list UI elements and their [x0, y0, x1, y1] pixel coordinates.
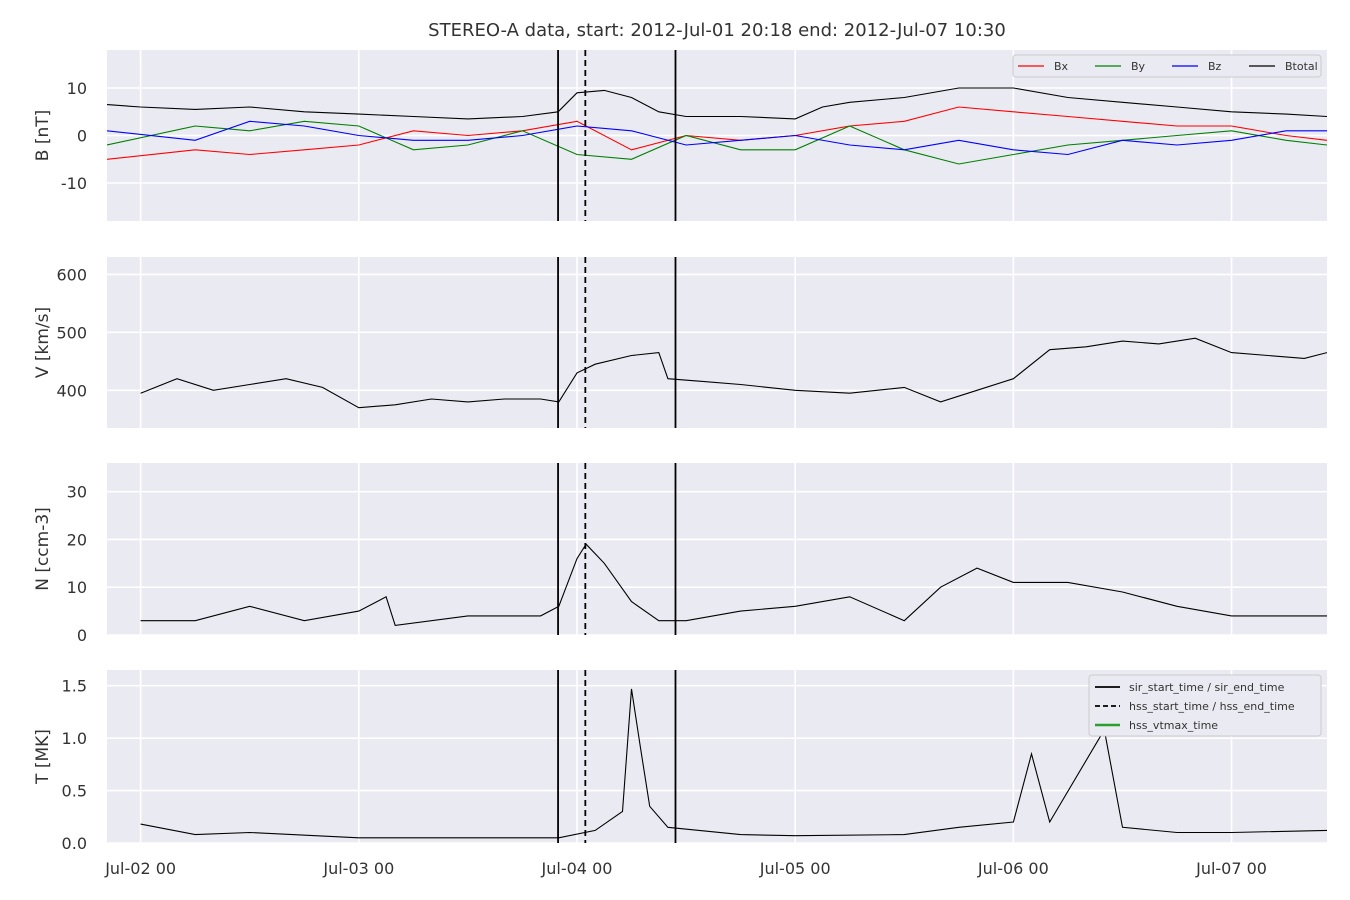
y-tick-label: 400: [56, 381, 87, 400]
series-line-p4: [140, 688, 1327, 839]
y-tick-label: 10: [67, 578, 87, 597]
b-legend: Bx By Bz Btotal: [1012, 54, 1322, 78]
series-line-by: [107, 120, 1327, 165]
x-tick-label: Jul-07 00: [1195, 859, 1267, 878]
legend-box: [1088, 674, 1322, 737]
y-axis-label: V [km/s]: [33, 307, 53, 378]
legend-label: Bx: [1054, 60, 1069, 73]
legend-label: hss_vtmax_time: [1129, 719, 1218, 732]
t-legend: sir_start_time / sir_end_time hss_start_t…: [1088, 674, 1322, 737]
legend-label: Bz: [1208, 60, 1222, 73]
legend-label: sir_start_time / sir_end_time: [1129, 681, 1285, 694]
y-tick-label: 0: [77, 626, 87, 645]
panel-1: -10 0 10 B [nT] Bx By Bz Btotal: [33, 50, 1327, 221]
legend-box: [1012, 54, 1322, 78]
chart-title: STEREO-A data, start: 2012-Jul-01 20:18 …: [428, 20, 1006, 41]
legend-label: By: [1131, 60, 1146, 73]
y-tick-label: 30: [67, 483, 87, 502]
y-axis-label: B [nT]: [33, 110, 53, 162]
x-tick-label: Jul-04 00: [541, 859, 613, 878]
panel-3: 0 10 20 30 N [ccm-3]: [33, 463, 1327, 645]
panel-4: 0.0 0.5 1.0 1.5 T [MK] sir_start_time / sir_e…: [33, 670, 1327, 853]
x-tick-label: Jul-02 00: [104, 859, 176, 878]
y-axis-label: T [MK]: [33, 729, 53, 785]
y-tick-label: 500: [56, 323, 87, 342]
y-tick-label: 0.0: [62, 834, 87, 853]
x-tick-label: Jul-05 00: [759, 859, 831, 878]
series-line-bz: [107, 120, 1327, 156]
x-tick-label: Jul-06 00: [977, 859, 1049, 878]
y-tick-label: 1.5: [62, 677, 87, 696]
y-tick-label: -10: [61, 174, 87, 193]
legend-label: hss_start_time / hss_end_time: [1129, 700, 1295, 713]
y-tick-label: 20: [67, 530, 87, 549]
y-tick-label: 10: [67, 79, 87, 98]
y-tick-label: 0: [77, 127, 87, 146]
y-tick-label: 600: [56, 265, 87, 284]
panel-background: [107, 463, 1327, 635]
series-line-btotal: [107, 87, 1327, 120]
y-axis-label: N [ccm-3]: [33, 507, 53, 591]
panel-2: 400 500 600 V [km/s]: [33, 257, 1327, 428]
x-tick-label: Jul-03 00: [322, 859, 394, 878]
series-line-p3: [140, 543, 1327, 627]
panel-background: [107, 257, 1327, 428]
y-tick-label: 0.5: [62, 782, 87, 801]
series-line-p2: [140, 337, 1327, 409]
y-tick-label: 1.0: [62, 729, 87, 748]
legend-label: Btotal: [1285, 60, 1318, 73]
